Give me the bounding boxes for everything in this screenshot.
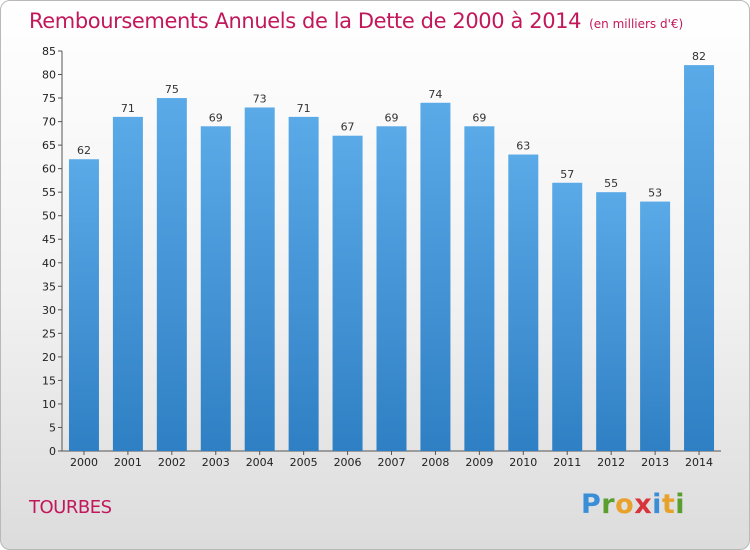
logo-letter: r [601, 489, 616, 520]
x-tick-label: 2010 [509, 456, 537, 469]
x-tick-label: 2013 [641, 456, 669, 469]
chart-bars [68, 65, 715, 452]
bar-value-label: 69 [209, 111, 223, 124]
bar [332, 135, 363, 452]
bar-value-label: 69 [472, 111, 486, 124]
x-tick-label: 2003 [202, 456, 230, 469]
bar [596, 192, 627, 452]
x-tick-label: 2012 [597, 456, 625, 469]
bar-value-label: 74 [428, 88, 442, 101]
bar-value-label: 53 [648, 187, 662, 200]
bar [376, 126, 407, 451]
y-tick-label: 10 [42, 398, 56, 411]
x-tick-label: 2007 [378, 456, 406, 469]
y-tick-label: 55 [42, 186, 56, 199]
bar [420, 102, 451, 451]
bar-value-label: 71 [297, 102, 311, 115]
chart-axes: 0 5 10 15 20 25 30 35 40 45 50 55 60 65 70 75 80 85 2000 20… [42, 45, 721, 469]
y-tick-label: 85 [42, 45, 56, 58]
bar [684, 65, 715, 451]
y-tick-label: 5 [49, 421, 56, 434]
logo-letter: x [634, 489, 653, 520]
bar-value-label: 69 [385, 111, 399, 124]
bar [112, 116, 143, 451]
bar-value-label: 75 [165, 83, 179, 96]
bar-value-label: 71 [121, 102, 135, 115]
y-tick-label: 70 [42, 116, 56, 129]
bar [68, 159, 99, 451]
x-tick-label: 2011 [553, 456, 581, 469]
bar [244, 107, 275, 452]
x-tick-label: 2002 [158, 456, 186, 469]
bar-value-label: 82 [692, 50, 706, 63]
y-tick-label: 60 [42, 163, 56, 176]
bar [552, 182, 583, 451]
y-tick-label: 15 [42, 374, 56, 387]
bar [508, 154, 539, 451]
x-tick-label: 2014 [685, 456, 713, 469]
x-tick-label: 2008 [421, 456, 449, 469]
y-tick-label: 30 [42, 304, 56, 317]
y-tick-label: 20 [42, 351, 56, 364]
logo-letter: i [675, 489, 686, 520]
y-tick-label: 0 [49, 445, 56, 458]
y-tick-label: 40 [42, 257, 56, 270]
logo-letter: i [652, 489, 662, 520]
y-tick-label: 45 [42, 233, 56, 246]
x-tick-label: 2004 [246, 456, 274, 469]
logo-letter: t [661, 489, 676, 520]
logo-letter: o [615, 489, 635, 520]
x-tick-label: 2001 [114, 456, 142, 469]
x-tick-label: 2009 [465, 456, 493, 469]
bar [464, 126, 495, 451]
bar-value-label: 62 [77, 144, 91, 157]
y-tick-label: 35 [42, 280, 56, 293]
bar [288, 116, 319, 451]
bar [156, 98, 187, 451]
bar-value-label: 63 [516, 140, 530, 153]
bar-value-label: 57 [560, 168, 574, 181]
city-name: TOURBES [29, 497, 112, 518]
y-tick-label: 50 [42, 210, 56, 223]
y-tick-label: 25 [42, 327, 56, 340]
x-tick-label: 2000 [70, 456, 98, 469]
x-tick-label: 2006 [334, 456, 362, 469]
bar [200, 126, 231, 451]
y-tick-label: 65 [42, 139, 56, 152]
bar-value-label: 73 [253, 92, 267, 105]
y-tick-label: 80 [42, 69, 56, 82]
logo-letter: P [581, 489, 602, 520]
bar [640, 201, 671, 451]
proxiti-logo[interactable]: Proxiti [581, 489, 685, 520]
y-tick-label: 75 [42, 92, 56, 105]
bar-value-label: 67 [341, 121, 355, 134]
chart-labels: 62 71 75 69 73 71 67 69 74 69 63 57 55 53 82 [77, 50, 706, 199]
chart-subtitle: (en milliers d'€) [589, 17, 684, 31]
chart-title: Remboursements Annuels de la Dette de 20… [29, 9, 683, 33]
bar-value-label: 55 [604, 177, 618, 190]
title-text: Remboursements Annuels de la Dette de 20… [29, 9, 582, 33]
x-tick-label: 2005 [290, 456, 318, 469]
